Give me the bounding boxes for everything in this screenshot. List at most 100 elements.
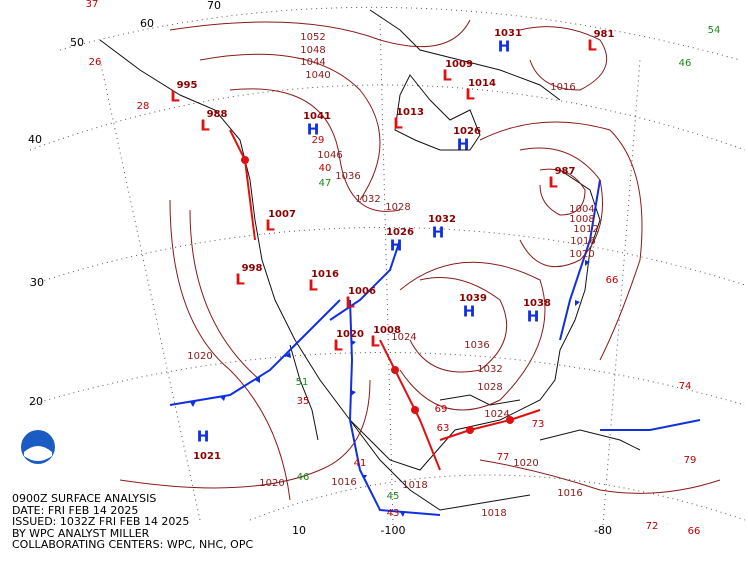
- isobar-label: 1028: [477, 382, 502, 393]
- low-symbol: L: [170, 88, 180, 106]
- isobar-label: 1024: [484, 409, 509, 420]
- longitude-label: -80: [594, 524, 612, 537]
- isobar-label: 1018: [402, 480, 427, 491]
- high-pressure: 1026: [386, 227, 414, 238]
- latitude-label: 60: [140, 17, 154, 30]
- warm-front-bulb: [241, 156, 249, 164]
- isobar-label: 1020: [187, 351, 212, 362]
- isobar-label: 1036: [335, 171, 360, 182]
- isobar: [169, 19, 471, 48]
- isobar: [519, 147, 603, 268]
- grid-line: [249, 474, 746, 521]
- isobar-label: 1048: [300, 45, 325, 56]
- logo-wave: [24, 446, 52, 461]
- isobar-label: 1012: [573, 224, 598, 235]
- low-pressure: 1013: [396, 107, 424, 118]
- latitude-label: 50: [70, 36, 84, 49]
- info-line: DATE: FRI FEB 14 2025: [12, 503, 139, 517]
- station-value: 79: [684, 455, 697, 466]
- isobar-label: 1020: [259, 478, 284, 489]
- high-symbol: H: [457, 136, 470, 154]
- longitude-label: -100: [381, 524, 406, 537]
- station-value: 29: [312, 135, 325, 146]
- coastline: [439, 394, 521, 406]
- station-value: 28: [137, 101, 150, 112]
- station-value: 45: [387, 491, 400, 502]
- isobar: [409, 277, 508, 373]
- grid-line: [99, 59, 201, 521]
- front-semicircles: [241, 156, 514, 434]
- low-pressure: 1008: [373, 325, 401, 336]
- high-symbol: H: [463, 303, 476, 321]
- station-value: 41: [354, 458, 367, 469]
- station-value: 63: [437, 423, 450, 434]
- low-symbol: L: [333, 337, 343, 355]
- isobar-label: 1016: [331, 477, 356, 488]
- isobar: [229, 88, 401, 212]
- warm-front-bulb: [411, 406, 419, 414]
- analysis-info: 0900Z SURFACE ANALYSIS DATE: FRI FEB 14 2…: [12, 493, 253, 551]
- station-value: 74: [679, 381, 692, 392]
- cold-front: [169, 299, 341, 406]
- isobars: [119, 19, 721, 501]
- isobar-label: 1016: [557, 488, 582, 499]
- warm-front: [229, 129, 256, 241]
- grid-line: [59, 6, 741, 61]
- low-symbol: L: [548, 174, 558, 192]
- coastline: [99, 39, 531, 511]
- info-line: BY WPC ANALYST MILLER: [12, 526, 150, 540]
- isobar: [479, 121, 643, 361]
- isobar: [399, 261, 546, 411]
- latitude-label: 20: [29, 395, 43, 408]
- coastline: [289, 344, 319, 441]
- low-pressure: 1007: [268, 209, 296, 220]
- isobar-label: 1052: [300, 32, 325, 43]
- latitude-label: 70: [207, 0, 221, 12]
- isobar-label: 1028: [385, 202, 410, 213]
- low-symbol: L: [587, 37, 597, 55]
- isobar-label: 1040: [305, 70, 330, 81]
- isobar-label: 1046: [317, 150, 342, 161]
- cold-front: [559, 179, 601, 341]
- low-symbol: L: [265, 217, 275, 235]
- station-value: 35: [297, 396, 310, 407]
- station-value: 47: [319, 178, 332, 189]
- isobar-label: 1008: [569, 214, 594, 225]
- high-pressure: 1041: [303, 111, 331, 122]
- low-symbol: L: [308, 277, 318, 295]
- isobar: [189, 209, 261, 381]
- low-pressure: 987: [555, 166, 576, 177]
- station-value: 66: [688, 526, 701, 537]
- latitude-label: 10: [292, 524, 306, 537]
- isobar: [119, 379, 371, 489]
- high-pressure: 1021: [193, 451, 221, 462]
- isobar-label: 1016: [550, 82, 575, 93]
- station-value: 46: [297, 472, 310, 483]
- isobar-label: 1036: [464, 340, 489, 351]
- low-pressure: 1020: [336, 329, 364, 340]
- coastline: [394, 74, 481, 151]
- isobar-label: 1024: [391, 332, 416, 343]
- high-pressure: 1031: [494, 28, 522, 39]
- high-pressure: 1038: [523, 298, 551, 309]
- low-pressure: 1016: [311, 269, 339, 280]
- coastline: [539, 429, 641, 451]
- info-line: 0900Z SURFACE ANALYSIS: [12, 492, 157, 505]
- low-pressure: 998: [242, 263, 263, 274]
- station-value: 37: [86, 0, 99, 10]
- high-pressure: 1026: [453, 126, 481, 137]
- latitude-label: 40: [28, 133, 42, 146]
- low-pressure: 995: [177, 80, 198, 91]
- isobar: [519, 26, 608, 91]
- station-value: 54: [708, 25, 721, 36]
- latitude-label: 30: [30, 276, 44, 289]
- high-symbol: H: [432, 224, 445, 242]
- isobar-label: 1016: [570, 236, 595, 247]
- low-symbol: L: [370, 333, 380, 351]
- coastline: [349, 169, 601, 471]
- warm-front: [379, 339, 441, 471]
- warm-front-bulb: [391, 366, 399, 374]
- station-value: 51: [296, 377, 309, 388]
